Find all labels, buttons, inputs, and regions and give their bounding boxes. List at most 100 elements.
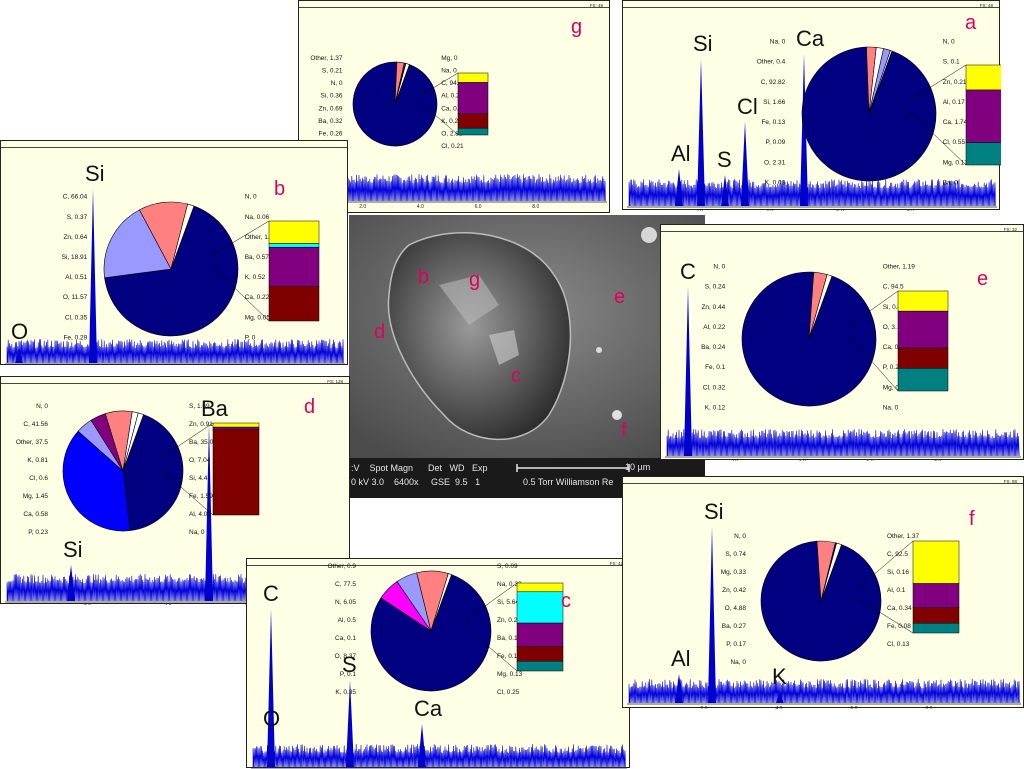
- element-label-s: S: [342, 652, 357, 677]
- axis-tick-label: 8.0: [934, 459, 941, 461]
- pie-data-label: Other, 1.19: [883, 264, 916, 271]
- pie-data-label: Fe, 0.12: [497, 653, 521, 660]
- pie-data-label: Ca, 0.31: [441, 105, 466, 112]
- pie-data-label: Zn, 0.69: [319, 105, 343, 112]
- pie-slice-c: [760, 540, 882, 662]
- sem-marker-g: g: [469, 269, 481, 291]
- pie-data-label: Zn, 0.44: [701, 304, 725, 311]
- pie-data-label: Ca, 0.22: [245, 294, 270, 301]
- stack-segment-s: [457, 72, 489, 83]
- spectrum-peak-s: [721, 175, 729, 206]
- sem-crystal: [439, 275, 499, 325]
- pie-data-label: Other, 37.5: [16, 439, 49, 446]
- element-label-ca: Ca: [796, 26, 825, 51]
- stack-connector: [849, 290, 899, 326]
- pie-data-label: Na, 0.06: [245, 214, 270, 221]
- sem-speck: [641, 227, 657, 243]
- pie-data-label: O, 2.31: [764, 159, 786, 166]
- element-label-al: Al: [671, 141, 691, 166]
- pie-data-label: Other, 1.37: [310, 55, 343, 62]
- pie-data-label: Si, 5.64: [497, 599, 519, 606]
- axis-tick-label: 2.0: [84, 604, 91, 605]
- pie-data-label: O, 7.04: [189, 457, 211, 464]
- pie-data-label: Ca, 1.74: [943, 119, 968, 126]
- element-label-s: S: [717, 147, 732, 172]
- pie-data-label: Zn, 0.42: [722, 587, 746, 594]
- stack-segment-s: [912, 540, 960, 584]
- stack-segment-zn: [965, 89, 1001, 143]
- pie-slice-other: [808, 274, 833, 340]
- pie-data-label: Mg, 0.13: [497, 671, 523, 678]
- pie-data-label: Zn, 0.24: [497, 617, 521, 624]
- pie-data-label: Cl, 0.21: [441, 143, 464, 150]
- pie-data-label: Al, 0.22: [703, 324, 725, 331]
- panel-tag-a: a: [965, 12, 977, 34]
- stack-connector: [466, 627, 518, 672]
- stack-connector: [420, 101, 459, 136]
- sem-marker-f: f: [621, 420, 627, 442]
- sem-info-values: 0 kV 3.0 6400x GSE 9.5 1: [351, 477, 481, 487]
- panel-tag-b: b: [274, 178, 286, 200]
- spectrum-peak-si: [697, 59, 705, 206]
- pie-data-label: Ca, 0.1: [335, 635, 356, 642]
- pie-data-label: P, 0.1: [340, 671, 357, 678]
- pie-data-label: Al, 4.09: [189, 511, 211, 518]
- pie-data-label: S, 0.37: [67, 214, 88, 221]
- stack-segment-ba: [516, 646, 564, 662]
- pie-data-label: O, 4.88: [725, 605, 747, 612]
- panel-header-bar: [247, 559, 629, 566]
- stack-connector: [909, 110, 967, 166]
- element-label-ca: Ca: [414, 696, 443, 721]
- pie-data-label: N, 0: [713, 264, 725, 271]
- pie-data-label: S, 0.09: [497, 563, 518, 570]
- pie-slice-other: [62, 430, 131, 532]
- pie-data-label: Mg, 0.33: [721, 569, 747, 576]
- pie-slice-other: [170, 203, 195, 270]
- pie-data-label: K, 0.52: [245, 274, 266, 281]
- pie-data-label: N, 6.05: [335, 599, 356, 606]
- sem-speck: [596, 347, 602, 353]
- sem-operator-text: 0.5 Torr Williamson Re: [523, 477, 614, 487]
- stack-connector: [158, 467, 214, 516]
- panel-fs-label: FS: 48: [590, 3, 604, 8]
- sem-crystal: [489, 330, 519, 365]
- pie-data-label: Ca, 0.58: [23, 511, 48, 518]
- pie-data-label: N, 0: [36, 403, 48, 410]
- stack-segment-p: [516, 660, 564, 672]
- spectrum-peak-o: [267, 734, 275, 767]
- element-label-si: Si: [85, 161, 105, 186]
- pie-data-label: Si, 4.4: [189, 475, 208, 482]
- pie-data-label: Al, 0.5: [338, 617, 357, 624]
- stack-segment-zn: [268, 246, 320, 287]
- pie-data-label: N, 0: [245, 194, 257, 201]
- pie-data-label: K, 0.35: [335, 689, 356, 696]
- stack-segment-zn: [897, 310, 949, 349]
- pie-data-label: Zn, 0.21: [943, 79, 967, 86]
- pie-slice-c: [104, 205, 239, 337]
- stack-connector: [849, 335, 899, 392]
- pie-data-label: K, 0.08: [765, 179, 786, 186]
- axis-tick-label: 6.0: [837, 209, 844, 211]
- pie-data-label: Fe, 0.08: [887, 623, 911, 630]
- pie-data-label: K, 0.12: [705, 404, 726, 411]
- pie-data-label: Ba, 0.57: [245, 254, 270, 261]
- element-label-si: Si: [704, 499, 724, 524]
- panel-fs-label: FS: 32: [1004, 227, 1018, 232]
- pie-data-label: C, 94.5: [883, 284, 904, 291]
- stack-segment-zn: [457, 82, 489, 114]
- pie-data-label: Na, 0: [189, 529, 205, 536]
- spectrum-peak-si: [89, 189, 97, 363]
- pie-data-label: Al, 0.51: [65, 274, 87, 281]
- pie-data-label: S, 0.24: [705, 284, 726, 291]
- axis-tick-label: 2.0: [731, 459, 738, 461]
- panel-fs-label: FS: 128: [327, 379, 343, 384]
- spectrum-peak-al: [675, 674, 683, 703]
- pie-data-label: Ba, 0.15: [497, 635, 522, 642]
- eds-spectrum-f: 2.0 4.0 6.0 8.0 FS: 88 N, 0 Other, 1.37 S, 0.74…: [627, 479, 1021, 709]
- pie-data-label: Zn, 0.64: [63, 234, 87, 241]
- spectrum-noise: [628, 678, 1020, 704]
- axis-tick-label: 4.0: [417, 204, 424, 210]
